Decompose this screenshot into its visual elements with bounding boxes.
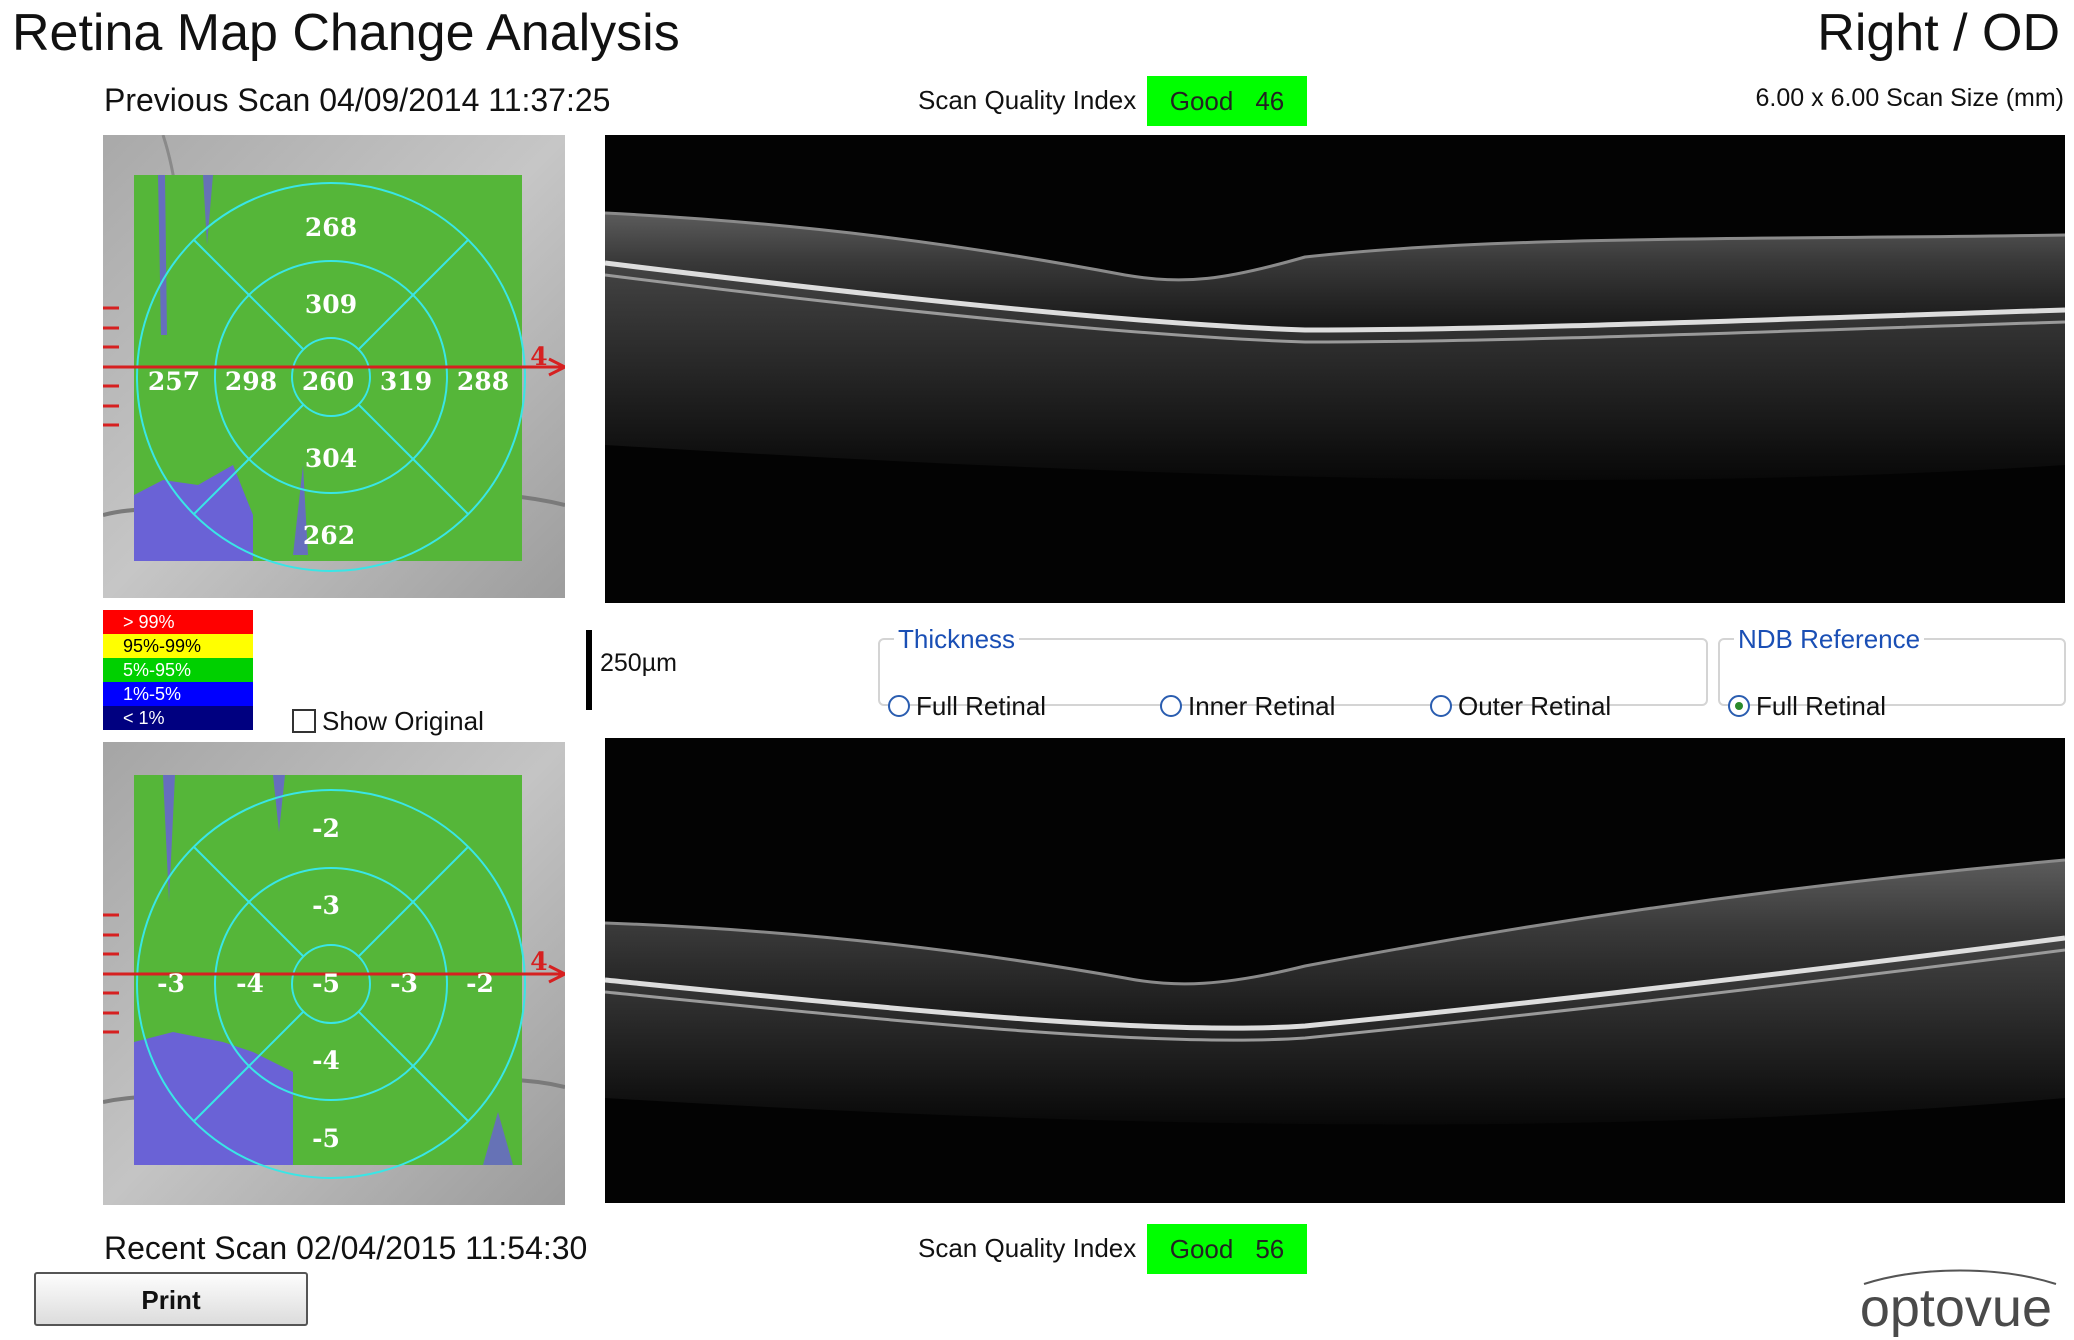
thickness-option-label: Inner Retinal [1188,691,1336,721]
show-original-label: Show Original [322,706,484,736]
recent-change-map[interactable]: 4 -2 -3 -3 -4 -5 -3 -2 -4 -5 [103,742,565,1205]
radio-icon[interactable] [888,695,910,717]
previous-oct-bscan-graphic [605,135,2065,603]
previous-sqi-value: 46 [1255,86,1285,116]
recent-sector-temporal-outer: -3 [157,969,185,998]
color-legend: > 99% 95%-99% 5%-95% 1%-5% < 1% [103,610,253,730]
previous-map-marker: 4 [530,342,547,371]
logo-arc-icon [1863,1269,2057,1285]
recent-oct-bscan[interactable] [605,738,2065,1203]
recent-sector-superior-outer: -2 [312,814,340,843]
thickness-option-label: Full Retinal [916,691,1047,721]
recent-sector-superior-inner: -3 [312,891,340,920]
previous-sector-nasal-outer: 288 [457,367,509,396]
thickness-option-outer-retinal[interactable]: Outer Retinal [1430,690,1611,722]
eye-label: Right / OD [1817,4,2060,62]
thickness-option-full-retinal[interactable]: Full Retinal [888,690,1046,722]
recent-sqi-label: Scan Quality Index [918,1233,1137,1263]
previous-sqi-badge: Good 46 [1147,76,1307,126]
thickness-option-inner-retinal[interactable]: Inner Retinal [1160,690,1335,722]
recent-sqi-quality: Good [1169,1234,1234,1264]
previous-thickness-map-graphic: 4 268 309 257 298 260 319 288 304 262 [103,135,565,598]
previous-sector-temporal-outer: 257 [148,367,200,396]
logo-text: optovue [1859,1278,2052,1338]
legend-item-95-99: 95%-99% [103,634,253,658]
previous-oct-bscan[interactable] [605,135,2065,603]
thickness-group: Thickness Full Retinal Inner Retinal Out… [878,624,1708,721]
recent-sector-inferior-inner: -4 [312,1046,340,1075]
recent-sqi-badge: Good 56 [1147,1224,1307,1274]
recent-change-map-graphic: 4 -2 -3 -3 -4 -5 -3 -2 -4 -5 [103,742,565,1205]
previous-sector-nasal-inner: 319 [380,367,432,396]
show-original-box[interactable] [292,709,316,733]
radio-icon[interactable] [1430,695,1452,717]
legend-item-1-5: 1%-5% [103,682,253,706]
scale-bar-label: 250µm [600,649,677,677]
ndb-reference-group: NDB Reference Full Retinal [1718,624,2066,721]
previous-sector-inferior-inner: 304 [305,444,357,473]
ndb-option-label: Full Retinal [1756,691,1887,721]
recent-sector-nasal-inner: -3 [390,969,418,998]
ndb-reference-group-title: NDB Reference [1738,624,1921,654]
recent-oct-bscan-graphic [605,738,2065,1203]
ndb-option-full-retinal[interactable]: Full Retinal [1728,690,1886,722]
previous-scan-heading: Previous Scan 04/09/2014 11:37:25 [104,82,611,118]
recent-sector-nasal-outer: -2 [466,969,494,998]
recent-sqi-value: 56 [1255,1234,1285,1264]
recent-map-marker: 4 [530,947,547,976]
recent-sector-center: -5 [312,969,340,998]
legend-item-below-1: < 1% [103,706,253,730]
legend-item-above-99: > 99% [103,610,253,634]
recent-sector-inferior-outer: -5 [312,1124,340,1153]
previous-sector-center: 260 [302,367,354,396]
previous-sqi-label: Scan Quality Index [918,85,1137,115]
page-title: Retina Map Change Analysis [12,4,680,62]
previous-sector-superior-outer: 268 [305,213,357,242]
legend-item-5-95: 5%-95% [103,658,253,682]
radio-selected-icon[interactable] [1728,695,1750,717]
previous-sector-temporal-inner: 298 [225,367,277,396]
optovue-logo: optovue [1859,1269,2057,1338]
previous-sector-inferior-outer: 262 [303,521,355,550]
scan-size-label: 6.00 x 6.00 Scan Size (mm) [1755,84,2064,112]
thickness-option-label: Outer Retinal [1458,691,1612,721]
recent-scan-heading: Recent Scan 02/04/2015 11:54:30 [104,1230,588,1266]
recent-sector-temporal-inner: -4 [236,969,264,998]
thickness-group-title: Thickness [898,624,1016,654]
previous-sector-superior-inner: 309 [305,290,357,319]
scale-bar [586,630,592,710]
previous-sqi-quality: Good [1169,86,1234,116]
radio-icon[interactable] [1160,695,1182,717]
show-original-checkbox[interactable]: Show Original [292,705,484,737]
previous-thickness-map[interactable]: 4 268 309 257 298 260 319 288 304 262 [103,135,565,598]
print-button[interactable]: Print [34,1272,308,1326]
